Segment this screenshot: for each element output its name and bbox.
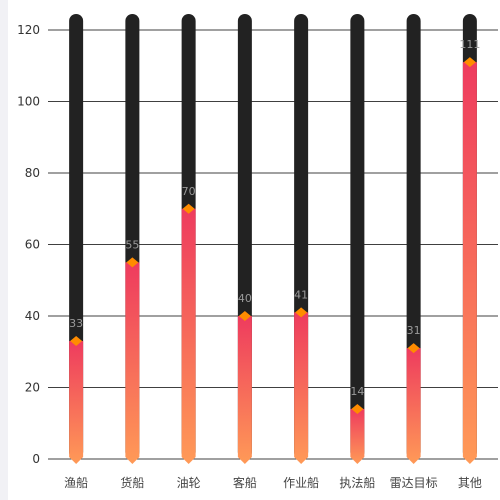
x-category-label: 渔船	[64, 476, 88, 490]
y-tick-label: 80	[25, 166, 40, 180]
value-label: 55	[125, 238, 139, 251]
value-label: 41	[294, 288, 308, 301]
y-axis-tick-labels: 0 20 40 60 80 100 120	[17, 23, 40, 466]
value-label: 70	[182, 185, 196, 198]
y-tick-label: 0	[32, 452, 40, 466]
value-marker	[463, 57, 476, 68]
x-category-label: 执法船	[339, 476, 375, 490]
value-label: 33	[69, 317, 83, 330]
x-category-label: 客船	[233, 475, 257, 490]
left-edge-strip	[0, 0, 8, 500]
background-bar	[350, 14, 365, 459]
x-category-label: 油轮	[177, 476, 201, 490]
y-tick-label: 60	[25, 238, 40, 252]
gridlines	[48, 29, 498, 460]
value-bar	[406, 348, 421, 464]
value-bar	[181, 208, 196, 464]
value-bar	[462, 62, 477, 465]
value-marker	[407, 343, 420, 354]
x-category-label: 货船	[120, 475, 144, 490]
value-label: 40	[238, 292, 252, 305]
value-bar	[294, 312, 309, 464]
x-axis-category-labels: 渔船 货船 油轮 客船 作业船 执法船 雷达目标 其他	[64, 475, 482, 490]
value-label: 14	[350, 385, 364, 398]
value-bar	[125, 262, 140, 464]
value-marker	[351, 403, 364, 414]
value-bars	[69, 57, 477, 465]
x-category-label: 作业船	[283, 476, 319, 490]
value-labels: 33 55 70 40 41 14 31 111	[69, 38, 480, 398]
value-marker	[295, 307, 308, 318]
value-marker	[182, 203, 195, 214]
y-tick-label: 40	[25, 309, 40, 323]
value-marker	[70, 336, 83, 347]
value-bar	[69, 341, 84, 464]
value-marker	[126, 257, 139, 268]
y-tick-label: 20	[25, 381, 40, 395]
y-tick-label: 100	[17, 95, 40, 109]
value-label: 31	[407, 324, 421, 337]
value-label: 111	[459, 38, 480, 51]
x-category-label: 其他	[458, 476, 482, 490]
value-bar	[237, 316, 252, 464]
y-tick-label: 120	[17, 23, 40, 37]
x-category-label: 雷达目标	[390, 476, 438, 490]
value-marker	[238, 311, 251, 321]
value-bar	[350, 408, 365, 464]
